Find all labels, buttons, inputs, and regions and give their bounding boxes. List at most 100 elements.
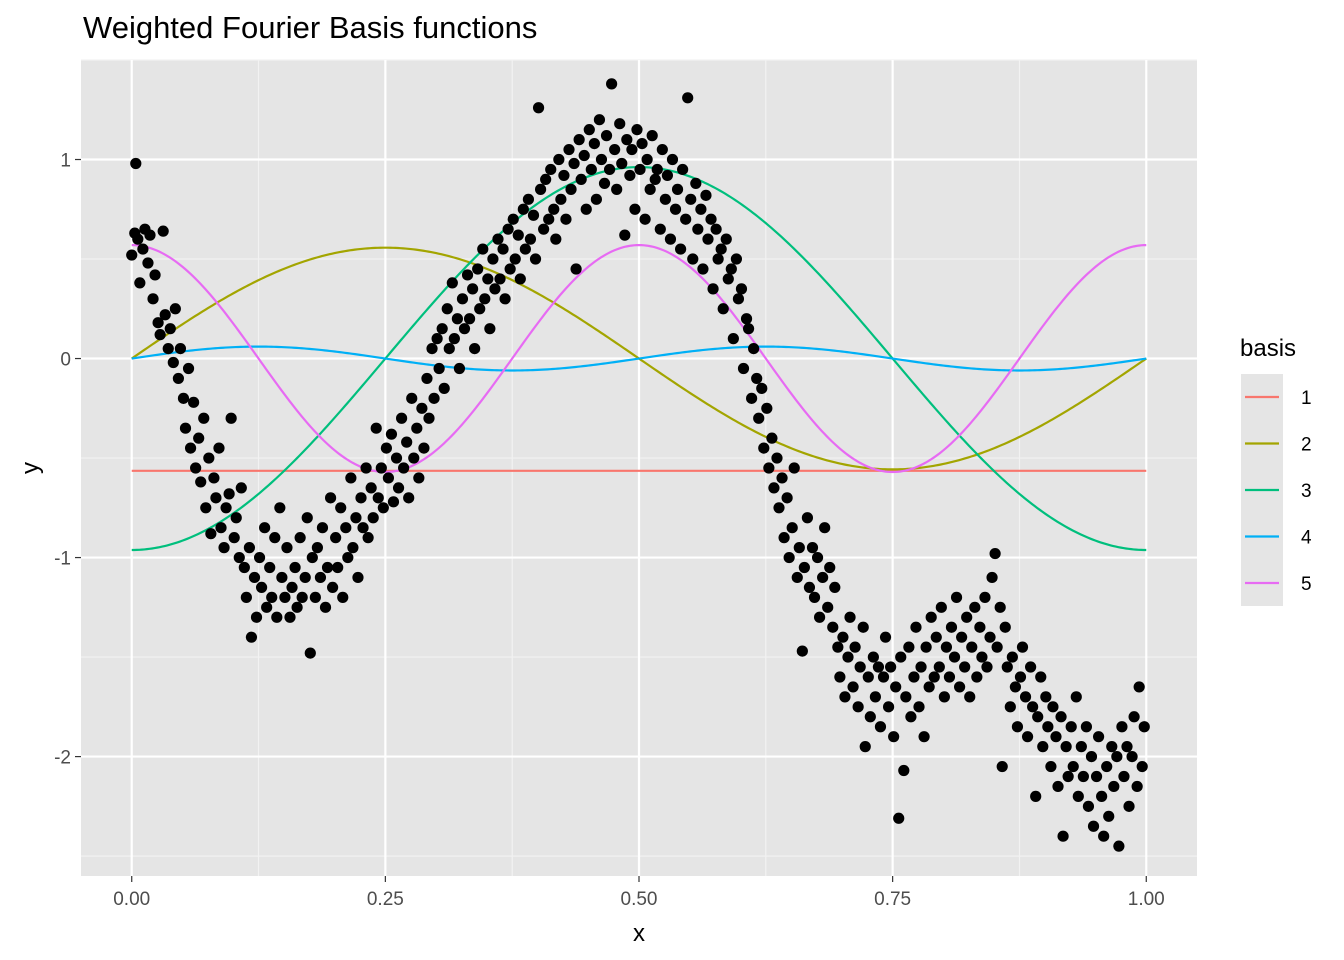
data-point	[149, 269, 161, 281]
data-point	[159, 309, 171, 321]
data-point	[715, 243, 727, 255]
data-point	[808, 591, 821, 603]
data-point	[890, 681, 902, 693]
data-point	[938, 691, 950, 703]
data-point	[801, 512, 814, 524]
data-point	[337, 591, 349, 603]
data-point	[1101, 760, 1113, 773]
data-point	[609, 143, 621, 156]
data-point	[720, 233, 732, 245]
data-point	[956, 631, 968, 643]
data-point	[1052, 780, 1064, 793]
data-point	[134, 277, 146, 289]
data-point	[822, 601, 834, 613]
legend-label-3: 3	[1301, 481, 1312, 502]
data-point	[827, 621, 839, 633]
data-point	[413, 472, 425, 484]
data-point	[854, 661, 866, 673]
data-point	[174, 342, 187, 355]
data-point	[979, 591, 991, 603]
data-point	[928, 671, 940, 683]
data-point	[248, 571, 261, 584]
data-point	[494, 273, 506, 285]
data-point	[264, 561, 276, 574]
data-point	[269, 532, 281, 544]
data-point	[661, 169, 674, 182]
data-point	[1096, 790, 1108, 802]
data-point	[243, 542, 256, 554]
data-point	[903, 641, 915, 653]
data-point	[935, 601, 947, 613]
data-point	[327, 581, 339, 594]
data-point	[261, 601, 273, 613]
data-point	[989, 547, 1001, 560]
data-point	[550, 233, 562, 245]
data-point	[474, 303, 486, 315]
data-point	[553, 153, 565, 166]
data-point	[228, 532, 240, 544]
data-point	[918, 731, 930, 743]
data-point	[651, 163, 663, 176]
data-point	[966, 641, 978, 653]
data-point	[636, 137, 648, 150]
data-point	[392, 482, 405, 494]
data-point	[697, 263, 709, 275]
data-point	[296, 591, 308, 603]
data-point	[1116, 721, 1128, 733]
data-point	[154, 329, 166, 341]
data-point	[844, 611, 856, 623]
legend-label-5: 5	[1301, 574, 1312, 595]
data-point	[580, 203, 592, 215]
y-tick-label: -2	[54, 748, 71, 769]
data-point	[1006, 651, 1018, 663]
data-point	[279, 591, 291, 603]
data-point	[1021, 731, 1034, 743]
legend: basis 1 2 3 4 5	[1240, 335, 1312, 606]
data-point	[842, 651, 854, 663]
data-point	[1111, 750, 1123, 763]
data-point	[1123, 800, 1135, 812]
data-point	[377, 502, 389, 514]
data-point	[385, 428, 398, 440]
data-point	[603, 163, 616, 176]
data-point	[332, 561, 344, 574]
x-tick-label: 0.00	[113, 889, 150, 910]
data-point	[487, 253, 499, 265]
data-point	[898, 764, 910, 777]
data-point	[179, 422, 192, 434]
data-point	[441, 303, 453, 315]
data-point	[923, 681, 935, 693]
data-point	[276, 571, 288, 584]
data-point	[945, 621, 958, 633]
data-point	[629, 203, 641, 215]
data-point	[813, 611, 826, 623]
data-point	[585, 163, 597, 176]
data-point	[532, 102, 545, 114]
data-point	[398, 462, 410, 474]
data-point	[162, 342, 174, 355]
data-point	[512, 229, 524, 241]
data-point	[1040, 691, 1052, 703]
data-point	[1121, 741, 1133, 753]
data-point	[877, 671, 890, 683]
data-point	[920, 641, 932, 653]
data-point	[705, 213, 717, 225]
data-point	[372, 492, 384, 504]
data-point	[588, 137, 600, 150]
data-point	[702, 233, 714, 245]
x-tick-label: 1.00	[1128, 889, 1165, 910]
data-point	[324, 492, 337, 504]
data-point	[1027, 701, 1039, 713]
data-point	[611, 183, 623, 195]
data-point	[695, 203, 707, 215]
data-point	[943, 671, 956, 683]
data-point	[959, 661, 971, 673]
data-point	[849, 641, 861, 653]
series-line-5	[131, 243, 1147, 474]
legend-title: basis	[1240, 335, 1296, 362]
data-point	[791, 571, 803, 584]
data-point	[142, 257, 154, 269]
data-point	[223, 488, 235, 500]
legend-label-2: 2	[1301, 435, 1312, 456]
